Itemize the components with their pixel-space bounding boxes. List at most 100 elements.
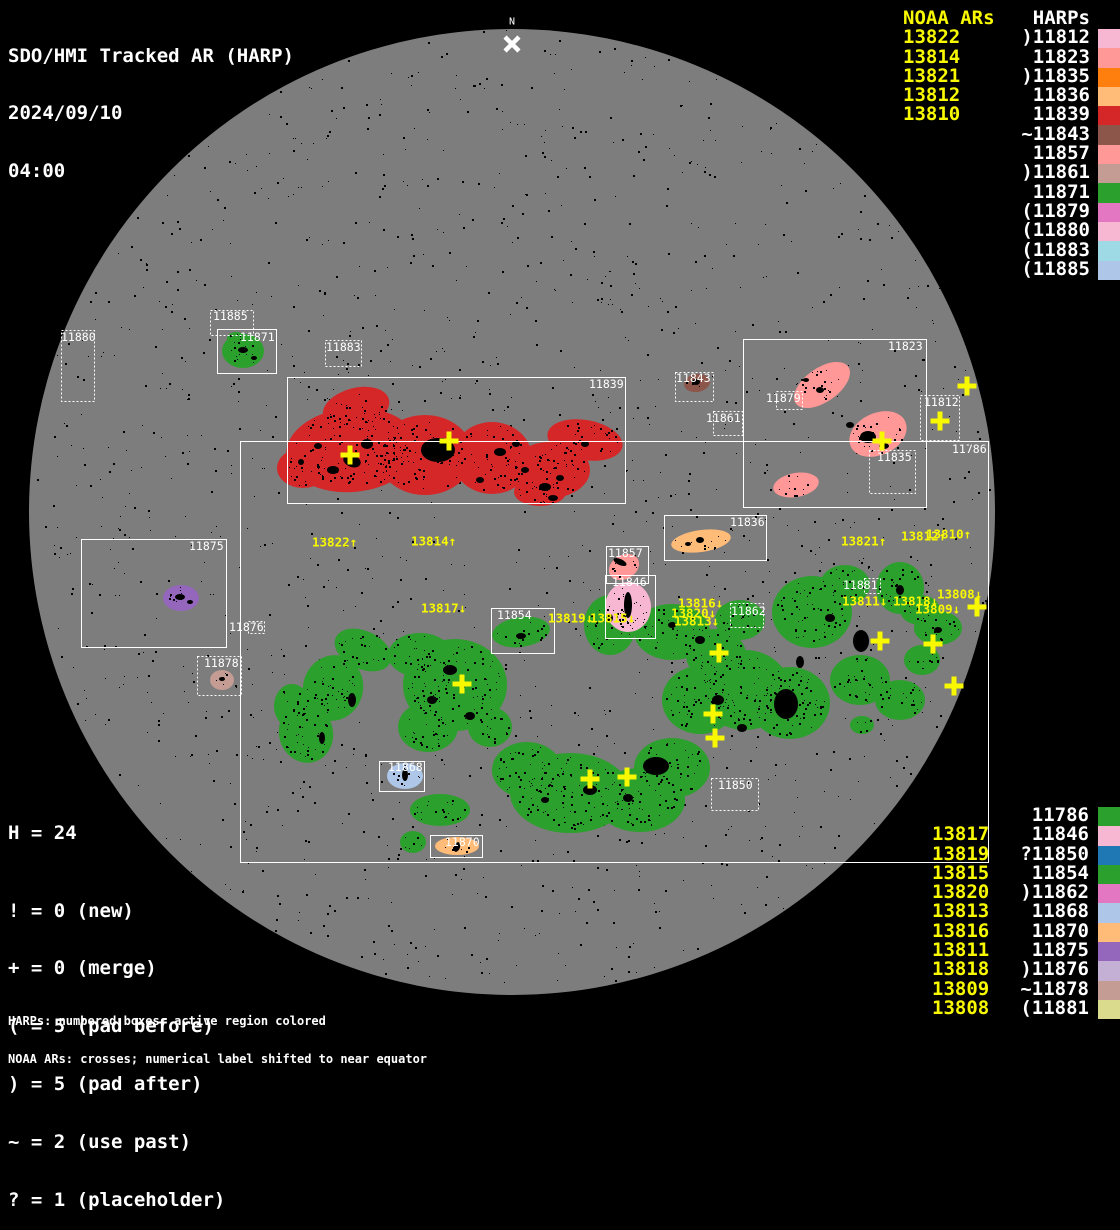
harp-box-label: 11868 [388, 760, 423, 774]
sunspot [465, 712, 475, 720]
harp-item: 11846 [1031, 823, 1089, 846]
harp-item: )11835 [1021, 64, 1090, 87]
sunspot [853, 630, 869, 652]
harp-item: 11854 [1031, 861, 1089, 884]
harp-box-11812 [920, 395, 960, 441]
active-region-speckle [169, 334, 959, 853]
harp-color-swatches-bottom [1098, 807, 1120, 1020]
harp-box-11823 [743, 339, 927, 508]
sunspot [238, 347, 248, 353]
sunspot [623, 794, 633, 802]
harp-color-swatch-11878 [1098, 980, 1120, 1000]
harp-box-label: 11880 [61, 330, 96, 344]
harp-box-label: 11835 [877, 450, 912, 464]
noaa-cross [923, 634, 943, 654]
noaa-ar-list-top: 13822 13814 13821 13812 13810 [903, 26, 961, 124]
sunspot [327, 466, 339, 474]
sunspot [521, 467, 529, 473]
harp-color-swatches-top [1098, 29, 1120, 280]
harp-box-11879 [776, 391, 803, 410]
sunspot [896, 585, 904, 595]
harp-color-swatch-11868 [1098, 903, 1120, 923]
active-region-11854 [492, 616, 550, 648]
noaa-cross [709, 643, 729, 663]
noaa-ar-item: 13819 [932, 842, 990, 865]
noaa-cross [930, 411, 950, 431]
noaa-cross [452, 674, 472, 694]
sunspot [443, 665, 457, 675]
harp-list-bottom: 11786 11846 ?11850 11854)11862 11868 11870 118… [1000, 805, 1089, 1019]
sunspot [219, 677, 225, 681]
noaa-ar-label: 13822↑ [312, 535, 357, 550]
harp-color-swatch-11883 [1098, 241, 1120, 261]
harp-item: )11876 [1020, 958, 1089, 981]
harp-box-label: 11878 [204, 656, 239, 670]
noaa-cross [703, 704, 723, 724]
noaa-cross [944, 676, 964, 696]
harp-box-11880 [61, 330, 95, 402]
harp-box-11850 [711, 778, 759, 811]
noaa-ar-label: 13808↓ [937, 587, 982, 602]
sunspot [427, 696, 437, 704]
noaa-cross [340, 445, 360, 465]
noaa-cross [580, 769, 600, 789]
harp-item: 11823 [1032, 45, 1090, 68]
north-cross-icon [503, 35, 521, 53]
harp-box-label: 11823 [888, 339, 923, 353]
harp-box-label: 11885 [213, 309, 248, 323]
harp-item: 11839 [1032, 103, 1090, 126]
harp-item: (11879 [1021, 199, 1090, 222]
solar-map-svg: 11880 11885 11871 11883 11839 11843 11823 11879… [29, 16, 995, 995]
sunspot [607, 614, 613, 622]
sunspot [548, 495, 558, 501]
noaa-ar-item: 13815 [932, 861, 990, 884]
harp-color-swatch-11854 [1098, 864, 1120, 885]
noaa-ar-item: 13813 [932, 900, 990, 923]
sunspot [796, 656, 804, 668]
sunspot [453, 842, 461, 852]
sunspot [825, 614, 835, 622]
harp-box-label: 11875 [189, 539, 224, 553]
harp-box-label: 11883 [326, 340, 361, 354]
harp-box-label: 11881 [843, 578, 878, 592]
noaa-ar-label: 13812↑ [901, 529, 946, 544]
noaa-ar-item: 13809 [932, 977, 990, 1000]
legend-use-past: ~ = 2 (use past) [8, 1131, 192, 1154]
sunspot [476, 477, 484, 483]
harp-box-11854 [491, 608, 555, 654]
noaa-ar-label: 13809↓ [915, 602, 960, 617]
sunspot [556, 475, 564, 481]
harp-box-label: 11839 [589, 377, 624, 391]
harp-box-label: 11879 [766, 391, 801, 405]
harp-item: (11881 [1020, 996, 1089, 1019]
footnote-noaa: NOAA ARs: crosses; numerical label shift… [8, 1051, 428, 1066]
harp-box-11876 [248, 621, 265, 634]
harp-box-label: 11870 [445, 835, 480, 849]
harp-box-11862 [730, 603, 764, 628]
noaa-ar-item: 13812 [903, 84, 961, 107]
harp-item: 11871 [1032, 180, 1090, 203]
harp-color-swatch-11843 [1098, 125, 1120, 145]
harp-item: )11862 [1020, 881, 1089, 904]
harp-color-swatch-11850 [1098, 845, 1120, 865]
noaa-ar-label: 13817↓ [421, 601, 466, 616]
solar-map: 11880 11885 11871 11883 11839 11843 11823 11879… [29, 16, 995, 995]
noaa-cross [967, 597, 987, 617]
harp-box-label: 11876 [229, 620, 264, 634]
harp-box-11835 [869, 450, 916, 494]
sunspot [860, 431, 876, 443]
footnote-harps: HARPs: numbered boxes; active region col… [8, 1014, 326, 1029]
active-regions [163, 332, 962, 855]
harp-color-swatch-11839 [1098, 106, 1120, 126]
sunspot [581, 441, 589, 447]
noaa-ar-item: 13818 [932, 958, 990, 981]
footnotes: HARPs: numbered boxes; active region col… [8, 990, 427, 1078]
harps-header: HARPs [1032, 7, 1090, 29]
harp-color-swatch-11881 [1098, 999, 1120, 1020]
harp-box-11870 [430, 835, 483, 858]
noaa-ar-list-bottom: 13817 13819 13815 13820 13813 13816 13811 13818… [932, 824, 990, 1018]
harp-color-swatch-11812 [1098, 29, 1120, 49]
harp-box-11878 [197, 656, 242, 696]
noaa-ar-item: 13822 [903, 26, 961, 49]
sunspot [361, 439, 373, 449]
